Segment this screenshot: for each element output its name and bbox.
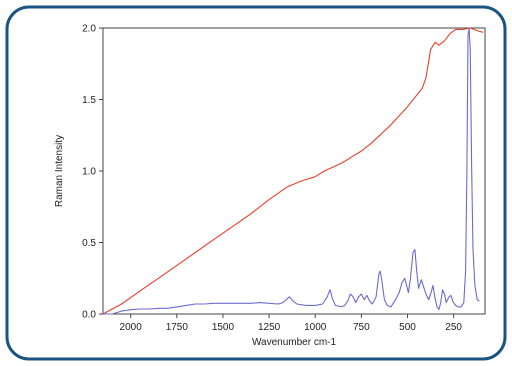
y-tick-label: 1.0 <box>82 167 96 178</box>
y-axis: 0.0 0.5 1.0 1.5 2.0 <box>82 24 103 321</box>
x-tick-label: 2000 <box>120 322 143 333</box>
y-tick-label: 0.0 <box>82 310 96 321</box>
x-tick-label: 1250 <box>258 322 281 333</box>
x-axis-label: Wavenumber cm-1 <box>252 337 337 348</box>
series-line-2 <box>103 27 480 315</box>
x-tick-label: 1000 <box>304 322 327 333</box>
y-tick-label: 0.5 <box>82 238 96 249</box>
card-border <box>5 5 507 361</box>
series-line-1 <box>102 27 484 315</box>
y-tick-label: 2.0 <box>82 24 96 35</box>
x-tick-label: 750 <box>353 322 370 333</box>
x-tick-label: 1750 <box>166 322 189 333</box>
x-tick-label: 250 <box>445 322 462 333</box>
y-axis-label: Raman Intensity <box>54 135 65 207</box>
series-layer <box>102 27 484 315</box>
raman-plot: 2000 1750 1500 1250 1000 750 500 250 0.0 0.5 1.0 1… <box>54 24 486 348</box>
x-tick-label: 1500 <box>212 322 235 333</box>
x-tick-label: 500 <box>399 322 416 333</box>
y-tick-label: 1.5 <box>82 95 96 106</box>
x-axis: 2000 1750 1500 1250 1000 750 500 250 <box>120 314 462 333</box>
